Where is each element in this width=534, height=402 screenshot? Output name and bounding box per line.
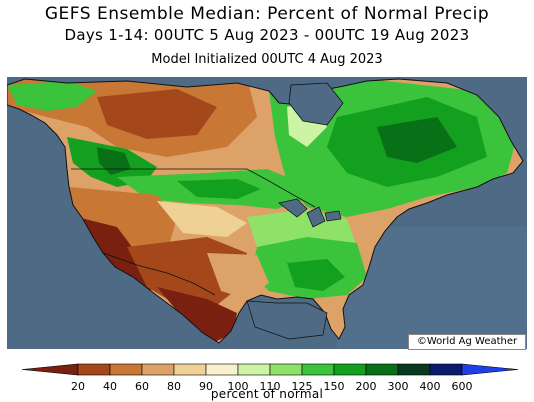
great-lakes — [278, 198, 342, 228]
credit-label: ©World Ag Weather — [408, 334, 526, 350]
precip-map — [7, 77, 527, 349]
colorbar-swatch-5 — [205, 363, 239, 376]
colorbar-swatch-6 — [237, 363, 271, 376]
colorbar-tick-label: 150 — [324, 380, 345, 393]
colorbar-tick-label: 100 — [228, 380, 249, 393]
colorbar-tick-label: 300 — [388, 380, 409, 393]
canada-east-core — [377, 117, 457, 163]
colorbar-swatch-1 — [77, 363, 111, 376]
colorbar-tick-label: 40 — [103, 380, 117, 393]
colorbar-swatch-10 — [365, 363, 399, 376]
colorbar-tick-label: 600 — [452, 380, 473, 393]
gulf-of-mexico — [246, 300, 328, 340]
canada-west-dry-core — [97, 89, 217, 139]
texas-dry — [207, 253, 269, 299]
pnw-very-wet — [97, 147, 131, 175]
us-mexico-border — [102, 252, 216, 296]
plains-normal — [157, 201, 247, 237]
yukon-wet — [7, 81, 97, 111]
colorbar-tick-label: 200 — [356, 380, 377, 393]
colorbar-tick-label: 80 — [167, 380, 181, 393]
colorbar-tick-label: 90 — [199, 380, 213, 393]
plains-very-wet — [177, 179, 261, 199]
colorbar-title: percent of normal — [210, 387, 324, 401]
mexico-very-dry — [157, 287, 237, 343]
map-subtitle: Days 1-14: 00UTC 5 Aug 2023 - 00UTC 19 A… — [64, 26, 470, 44]
colorbar-swatch-3 — [141, 363, 175, 376]
colorbar-tick-label: 20 — [71, 380, 85, 393]
colorbar-swatch-8 — [301, 363, 335, 376]
colorbar-swatch-13 — [461, 363, 519, 376]
colorbar-swatch-12 — [429, 363, 463, 376]
colorbar-swatch-0 — [21, 363, 79, 376]
map-title: GEFS Ensemble Median: Percent of Normal … — [44, 4, 490, 24]
colorbar-swatch-4 — [173, 363, 207, 376]
colorbar-tick-label: 400 — [420, 380, 441, 393]
colorbar: 20 40 60 80 90 100 110 125 150 200 300 400 600 — [21, 363, 519, 393]
colorbar-swatch-7 — [269, 363, 303, 376]
hudson-bay — [288, 82, 344, 126]
colorbar-swatch-11 — [397, 363, 431, 376]
california-very-dry — [77, 217, 157, 291]
colorbar-tick-label: 125 — [292, 380, 313, 393]
colorbar-swatch-9 — [333, 363, 367, 376]
model-init-label: Model Initialized 00UTC 4 Aug 2023 — [151, 52, 383, 67]
us-canada-border — [71, 168, 316, 208]
colorbar-swatch-2 — [109, 363, 143, 376]
colorbar-tick-label: 60 — [135, 380, 149, 393]
southeast-very-wet — [287, 259, 345, 291]
colorbar-tick-label: 110 — [260, 380, 281, 393]
